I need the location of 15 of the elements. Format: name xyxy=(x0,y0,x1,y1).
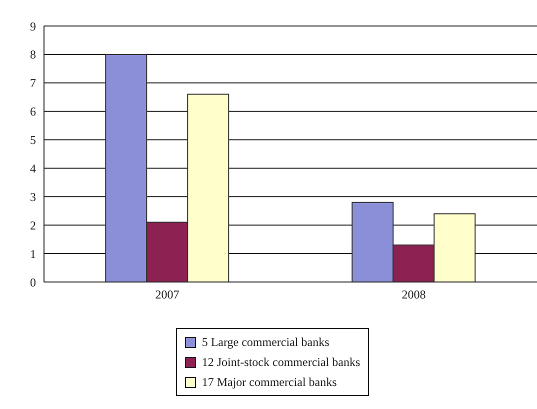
y-tick-label: 6 xyxy=(30,104,36,119)
y-tick-label: 4 xyxy=(30,161,36,176)
x-tick-label: 2007 xyxy=(155,288,180,302)
x-tick-label: 2008 xyxy=(402,288,426,302)
legend-label: 12 Joint-stock commercial banks xyxy=(200,354,360,371)
y-tick-label: 5 xyxy=(30,133,36,148)
y-tick-label: 1 xyxy=(30,246,36,261)
legend-label: 5 Large commercial banks xyxy=(200,334,330,351)
y-tick-label: 8 xyxy=(30,48,36,62)
y-tick-label: 0 xyxy=(30,275,36,290)
y-tick-label: 9 xyxy=(30,19,36,34)
legend-label: 17 Major commercial banks xyxy=(200,374,338,391)
y-tick-label: 2 xyxy=(30,218,36,232)
y-tick-label: 3 xyxy=(30,190,36,204)
y-tick-label: 7 xyxy=(30,76,36,90)
